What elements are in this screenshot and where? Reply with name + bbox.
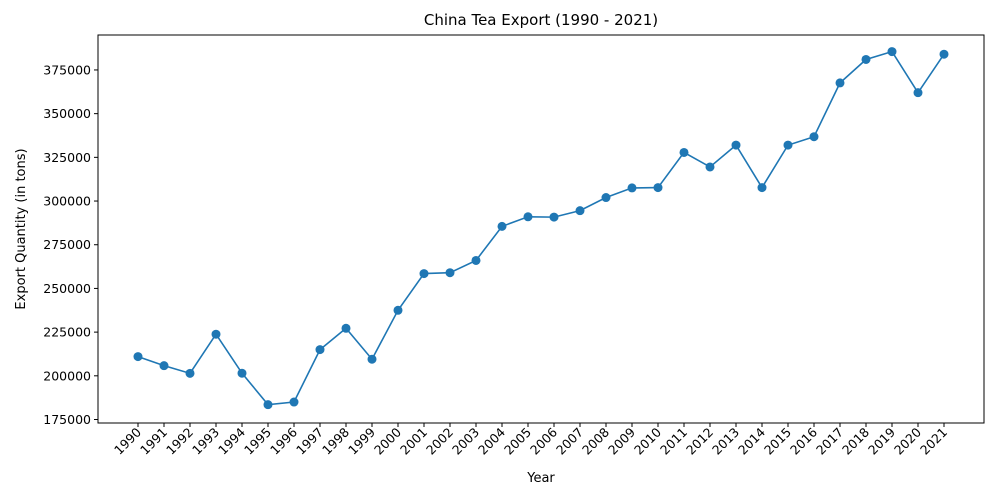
data-point-2009 <box>627 183 637 193</box>
y-tick-label: 350000 <box>43 106 91 121</box>
x-tick-label: 2010 <box>631 424 664 457</box>
y-axis-label: Export Quantity (in tons) <box>14 148 29 309</box>
data-point-2016 <box>809 132 819 142</box>
data-point-2006 <box>549 212 559 222</box>
x-tick-label: 2016 <box>787 424 820 457</box>
y-tick-label: 325000 <box>43 150 91 165</box>
data-point-2008 <box>601 193 611 203</box>
x-tick-label: 1994 <box>215 424 248 457</box>
data-point-2002 <box>445 268 455 278</box>
x-tick-label: 1999 <box>345 424 378 457</box>
x-tick-label: 1993 <box>189 425 222 458</box>
data-point-2014 <box>757 183 767 193</box>
x-tick-label: 1998 <box>319 424 352 457</box>
data-point-2013 <box>731 140 741 150</box>
data-point-1992 <box>185 368 195 378</box>
data-point-2011 <box>679 147 689 157</box>
x-tick-label: 2014 <box>735 424 768 457</box>
x-axis: 1990199119921993199419951996199719981999… <box>111 423 950 458</box>
x-tick-label: 2012 <box>683 425 716 458</box>
x-tick-label: 2019 <box>865 424 898 457</box>
x-tick-label: 1990 <box>111 424 144 457</box>
x-tick-label: 2004 <box>475 424 508 457</box>
data-point-1999 <box>367 354 377 364</box>
data-point-1997 <box>315 345 325 355</box>
x-tick-label: 1996 <box>267 424 300 457</box>
y-tick-label: 175000 <box>43 412 91 427</box>
data-point-2012 <box>705 162 715 172</box>
chart-title: China Tea Export (1990 - 2021) <box>424 11 658 29</box>
data-point-2000 <box>393 305 403 315</box>
plot-area-frame <box>97 34 985 424</box>
y-tick-label: 300000 <box>43 194 91 209</box>
x-tick-label: 2001 <box>397 425 430 458</box>
x-tick-label: 2021 <box>917 425 950 458</box>
data-point-2018 <box>861 54 871 64</box>
y-tick-label: 375000 <box>43 62 91 77</box>
x-tick-label: 2000 <box>371 424 404 457</box>
x-tick-label: 2006 <box>527 424 560 457</box>
data-point-1994 <box>237 368 247 378</box>
data-point-1993 <box>211 329 221 339</box>
data-point-2001 <box>419 269 429 279</box>
y-tick-label: 200000 <box>43 368 91 383</box>
series-line <box>137 50 945 406</box>
data-point-2003 <box>471 255 481 265</box>
data-point-2020 <box>913 88 923 98</box>
x-tick-label: 2020 <box>891 424 924 457</box>
x-tick-label: 2007 <box>553 425 586 458</box>
y-tick-label: 225000 <box>43 325 91 340</box>
x-axis-label: Year <box>526 471 555 486</box>
data-point-2015 <box>783 140 793 150</box>
x-tick-label: 2002 <box>423 425 456 458</box>
x-tick-label: 2011 <box>657 425 690 458</box>
data-point-2010 <box>653 183 663 193</box>
data-point-1995 <box>263 400 273 410</box>
x-tick-label: 1991 <box>137 425 170 458</box>
x-tick-label: 2008 <box>579 424 612 457</box>
x-tick-label: 2015 <box>761 425 794 458</box>
x-tick-label: 2009 <box>605 424 638 457</box>
x-tick-label: 2018 <box>839 424 872 457</box>
data-point-2007 <box>575 206 585 216</box>
y-tick-label: 250000 <box>43 281 91 296</box>
data-point-2004 <box>497 221 507 231</box>
data-point-1991 <box>159 361 169 371</box>
x-tick-label: 1997 <box>293 425 326 458</box>
data-point-2019 <box>887 47 897 57</box>
data-point-2021 <box>939 49 949 59</box>
data-point-1998 <box>341 323 351 333</box>
data-point-1990 <box>133 352 143 362</box>
data-point-2017 <box>835 78 845 88</box>
x-tick-label: 1992 <box>163 425 196 458</box>
x-tick-label: 2017 <box>813 425 846 458</box>
y-axis: 175000 200000 225000 250000 275000 300000 3250… <box>43 62 98 427</box>
data-point-2005 <box>523 212 533 222</box>
data-point-1996 <box>289 397 299 407</box>
x-tick-label: 2003 <box>449 425 482 458</box>
x-tick-label: 1995 <box>241 425 274 458</box>
x-tick-label: 2013 <box>709 425 742 458</box>
x-tick-label: 2005 <box>501 425 534 458</box>
y-tick-label: 275000 <box>43 237 91 252</box>
series-markers <box>133 47 949 410</box>
